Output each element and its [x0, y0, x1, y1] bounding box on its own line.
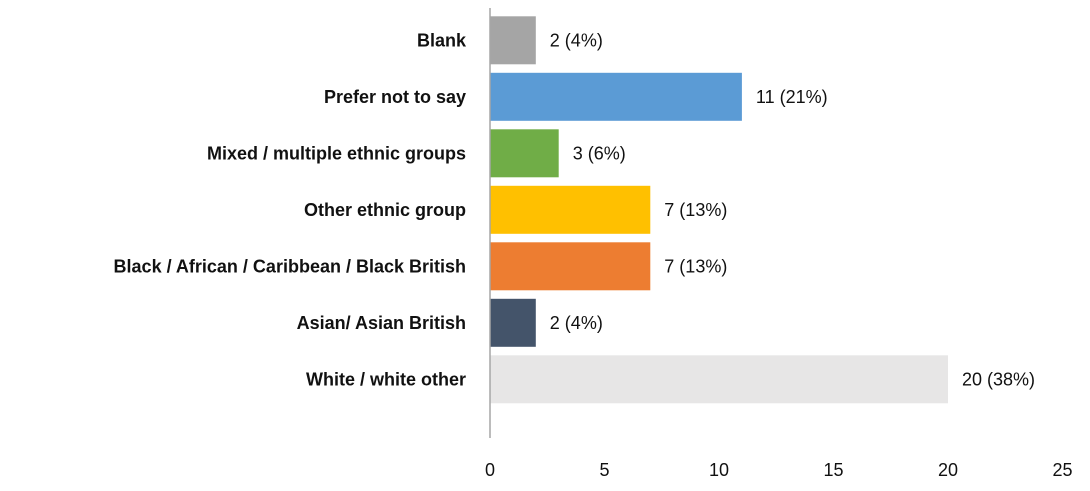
x-tick-label: 15 — [823, 460, 843, 480]
data-label: 2 (4%) — [550, 313, 603, 333]
data-label: 2 (4%) — [550, 30, 603, 50]
bar — [490, 242, 651, 291]
category-label: Blank — [417, 30, 467, 50]
category-label: Asian/ Asian British — [297, 313, 466, 333]
bar — [490, 185, 651, 234]
bar — [490, 129, 559, 178]
bar — [490, 16, 536, 65]
bar — [490, 355, 948, 404]
category-label: White / white other — [306, 369, 466, 389]
x-tick-label: 0 — [485, 460, 495, 480]
data-label: 11 (21%) — [756, 87, 828, 107]
bars-group — [490, 16, 948, 404]
data-label: 7 (13%) — [664, 256, 727, 276]
category-label: Other ethnic group — [304, 200, 466, 220]
x-tick-label: 10 — [709, 460, 729, 480]
bar — [490, 298, 536, 347]
category-label: Mixed / multiple ethnic groups — [207, 143, 466, 163]
category-label: Black / African / Caribbean / Black Brit… — [114, 256, 466, 276]
data-label: 3 (6%) — [573, 143, 626, 163]
category-labels-group: Blank Prefer not to say Mixed / multiple e… — [114, 30, 467, 389]
category-label: Prefer not to say — [324, 87, 466, 107]
x-tick-label: 25 — [1052, 460, 1072, 480]
x-tick-labels-group: 0 5 10 15 20 25 — [485, 460, 1073, 480]
x-tick-label: 5 — [599, 460, 609, 480]
data-label: 7 (13%) — [664, 200, 727, 220]
data-label: 20 (38%) — [962, 369, 1035, 389]
x-tick-label: 20 — [938, 460, 958, 480]
bar — [490, 72, 742, 121]
data-labels-group: 2 (4%) 11 (21%) 3 (6%) 7 (13%) 7 (13%) 2 (4%)… — [550, 30, 1035, 389]
